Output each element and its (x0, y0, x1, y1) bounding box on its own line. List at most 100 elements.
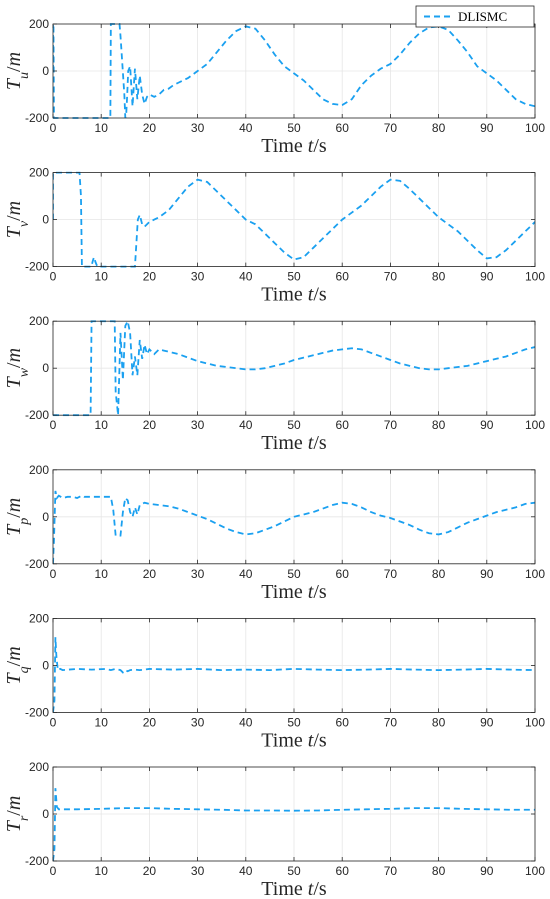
x-tick-label: 10 (95, 270, 109, 284)
x-tick-label: 10 (95, 567, 109, 581)
x-tick-label: 20 (143, 715, 157, 729)
y-axis-title: Tr/m (3, 796, 32, 833)
y-tick-label: -200 (25, 854, 49, 868)
x-tick-label: 60 (336, 864, 350, 878)
x-axis-title: Time t/s (261, 878, 327, 899)
x-tick-label: 50 (287, 715, 301, 729)
x-tick-label: 80 (432, 418, 446, 432)
x-tick-label: 30 (191, 121, 205, 135)
x-tick-label: 10 (95, 418, 109, 432)
x-tick-label: 70 (384, 270, 398, 284)
x-tick-label: 20 (143, 121, 157, 135)
legend-box (415, 5, 535, 28)
y-tick-label: 200 (29, 760, 49, 774)
y-tick-label: 200 (29, 314, 49, 328)
series-line-q (53, 637, 535, 713)
x-tick-label: 40 (239, 715, 253, 729)
x-tick-label: 0 (50, 121, 57, 135)
x-tick-label: 40 (239, 418, 253, 432)
x-axis-title: Time t/s (261, 729, 327, 751)
y-tick-label: 200 (29, 611, 49, 625)
y-tick-label: -200 (25, 408, 49, 422)
x-tick-label: 80 (432, 121, 446, 135)
x-tick-label: 30 (191, 567, 205, 581)
x-tick-label: 80 (432, 715, 446, 729)
y-tick-label: 0 (42, 658, 49, 672)
x-tick-label: 90 (480, 418, 494, 432)
y-axis-title: Tp/m (3, 498, 32, 536)
x-tick-label: 80 (432, 567, 446, 581)
x-tick-label: 70 (384, 715, 398, 729)
x-tick-label: 90 (480, 864, 494, 878)
y-tick-label: 0 (42, 510, 49, 524)
x-tick-label: 20 (143, 567, 157, 581)
x-tick-label: 100 (525, 418, 545, 432)
y-tick-label: -200 (25, 260, 49, 274)
y-tick-label: -200 (25, 705, 49, 719)
x-tick-label: 90 (480, 715, 494, 729)
x-tick-label: 30 (191, 715, 205, 729)
series-line-v (53, 171, 535, 268)
x-tick-label: 50 (287, 270, 301, 284)
x-tick-label: 20 (143, 270, 157, 284)
x-tick-label: 100 (525, 567, 545, 581)
x-tick-label: 40 (239, 121, 253, 135)
x-tick-label: 10 (95, 121, 109, 135)
x-tick-label: 60 (336, 567, 350, 581)
x-tick-label: 60 (336, 270, 350, 284)
y-tick-label: -200 (25, 111, 49, 125)
y-tick-label: -200 (25, 557, 49, 571)
x-tick-label: 10 (95, 864, 109, 878)
x-tick-label: 80 (432, 864, 446, 878)
x-tick-label: 90 (480, 270, 494, 284)
x-tick-label: 100 (525, 864, 545, 878)
y-tick-label: 200 (29, 463, 49, 477)
y-axis-title: Tw/m (3, 348, 32, 388)
x-tick-label: 0 (50, 418, 57, 432)
x-tick-label: 50 (287, 121, 301, 135)
x-tick-label: 70 (384, 864, 398, 878)
x-tick-label: 20 (143, 418, 157, 432)
y-tick-label: 0 (42, 64, 49, 78)
x-tick-label: 40 (239, 864, 253, 878)
x-tick-label: 60 (336, 121, 350, 135)
x-tick-label: 60 (336, 418, 350, 432)
x-axis-title: Time t/s (261, 432, 327, 454)
series-line-u (53, 23, 535, 119)
x-tick-label: 50 (287, 418, 301, 432)
x-tick-label: 0 (50, 864, 57, 878)
x-axis-title: Time t/s (261, 135, 327, 157)
x-tick-label: 30 (191, 270, 205, 284)
x-tick-label: 80 (432, 270, 446, 284)
y-tick-label: 0 (42, 807, 49, 821)
x-tick-label: 70 (384, 567, 398, 581)
x-tick-label: 70 (384, 418, 398, 432)
x-axis-title: Time t/s (261, 284, 327, 306)
x-tick-label: 70 (384, 121, 398, 135)
y-tick-label: 200 (29, 17, 49, 31)
x-tick-label: 0 (50, 715, 57, 729)
x-tick-label: 90 (480, 121, 494, 135)
x-tick-label: 30 (191, 418, 205, 432)
x-tick-label: 40 (239, 270, 253, 284)
x-tick-label: 0 (50, 270, 57, 284)
x-tick-label: 100 (525, 715, 545, 729)
x-tick-label: 50 (287, 567, 301, 581)
x-tick-label: 50 (287, 864, 301, 878)
y-tick-label: 200 (29, 166, 49, 180)
y-axis-title: Tu/m (3, 52, 32, 90)
y-axis-title: Tv/m (3, 201, 32, 238)
legend-label: DLISMC (458, 9, 507, 24)
series-line-w (53, 320, 535, 417)
x-tick-label: 100 (525, 121, 545, 135)
x-tick-label: 10 (95, 715, 109, 729)
x-tick-label: 100 (525, 270, 545, 284)
